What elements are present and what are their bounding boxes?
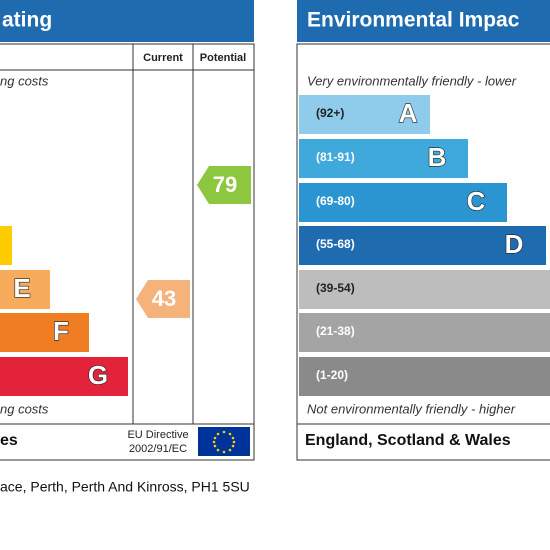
- band-bar: [0, 226, 12, 265]
- current-arrow: [136, 280, 190, 318]
- panel-frame: [296, 43, 550, 461]
- band-range: (92+): [316, 106, 344, 120]
- band-bar: [0, 313, 89, 352]
- header-bar: [0, 0, 254, 42]
- band-letter: B: [428, 142, 447, 172]
- band-bar: [299, 270, 550, 309]
- bottom-note: ng costs: [0, 401, 49, 416]
- top-note: ng costs: [0, 73, 49, 88]
- directive: EU Directive: [127, 429, 188, 441]
- band-range: (69-80): [316, 194, 355, 208]
- band-range: (1-20): [316, 368, 348, 382]
- column-header: Current: [143, 52, 183, 64]
- band-range: (81-91): [316, 150, 355, 164]
- column-header: Potential: [200, 52, 246, 64]
- band-bar: [299, 95, 430, 134]
- panel-title: ating: [2, 9, 52, 32]
- band-letter: F: [53, 316, 69, 346]
- band-range: (39-54): [316, 281, 355, 295]
- eu-stars: [212, 430, 236, 454]
- band-bar: [299, 183, 507, 222]
- address: ace, Perth, Perth And Kinross, PH1 5SU: [0, 479, 250, 495]
- top-note: Very environmentally friendly - lower: [307, 73, 517, 88]
- footer-text: es: [0, 432, 18, 449]
- directive: 2002/91/EC: [129, 443, 187, 455]
- potential-rating: 79: [213, 172, 237, 197]
- band-bar: [0, 357, 128, 396]
- bottom-note: Not environmentally friendly - higher: [307, 401, 516, 416]
- band-bar: [299, 139, 468, 178]
- potential-arrow: [197, 166, 251, 204]
- band-letter: C: [467, 186, 486, 216]
- band-letter: E: [13, 273, 30, 303]
- band-range: (55-68): [316, 237, 355, 251]
- panel-title: Environmental Impac: [307, 9, 520, 32]
- band-bar: [299, 226, 546, 265]
- band-bar: [299, 357, 550, 396]
- band-letter: D: [505, 229, 524, 259]
- band-letter: A: [399, 98, 418, 128]
- current-rating: 43: [152, 286, 176, 311]
- band-bar: [0, 270, 50, 309]
- panel-frame: [0, 43, 255, 461]
- header-bar: [297, 0, 550, 42]
- band-range: (21-38): [316, 324, 355, 338]
- band-bar: [299, 313, 550, 352]
- band-letter: G: [88, 360, 108, 390]
- footer-text: England, Scotland & Wales: [305, 432, 511, 449]
